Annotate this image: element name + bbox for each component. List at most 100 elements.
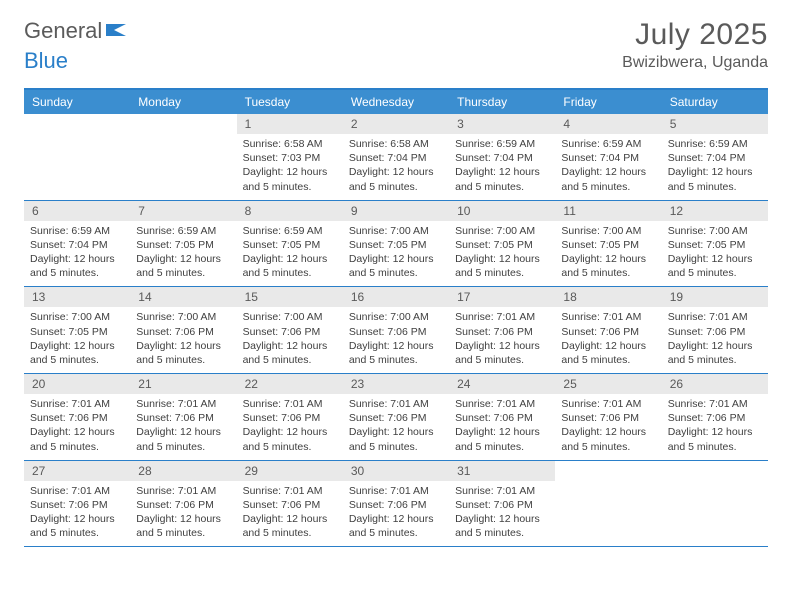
day-body	[130, 134, 236, 137]
day-line: Sunrise: 7:01 AM	[243, 484, 337, 498]
day-line: and 5 minutes.	[668, 266, 762, 280]
week-row: 20Sunrise: 7:01 AMSunset: 7:06 PMDayligh…	[24, 374, 768, 461]
day-line: Daylight: 12 hours	[349, 165, 443, 179]
day-cell: 13Sunrise: 7:00 AMSunset: 7:05 PMDayligh…	[24, 287, 130, 373]
day-cell: 7Sunrise: 6:59 AMSunset: 7:05 PMDaylight…	[130, 201, 236, 287]
day-line: Sunset: 7:05 PM	[30, 325, 124, 339]
day-number: 26	[662, 374, 768, 394]
day-number: 22	[237, 374, 343, 394]
day-number: 12	[662, 201, 768, 221]
day-body: Sunrise: 7:01 AMSunset: 7:06 PMDaylight:…	[130, 481, 236, 541]
day-line: Daylight: 12 hours	[561, 252, 655, 266]
day-line: Sunset: 7:06 PM	[455, 411, 549, 425]
day-line: Sunset: 7:05 PM	[243, 238, 337, 252]
day-cell: 15Sunrise: 7:00 AMSunset: 7:06 PMDayligh…	[237, 287, 343, 373]
day-cell: 11Sunrise: 7:00 AMSunset: 7:05 PMDayligh…	[555, 201, 661, 287]
day-line: Sunrise: 7:01 AM	[136, 484, 230, 498]
day-cell: 16Sunrise: 7:00 AMSunset: 7:06 PMDayligh…	[343, 287, 449, 373]
day-line: Sunset: 7:06 PM	[136, 498, 230, 512]
day-cell: 6Sunrise: 6:59 AMSunset: 7:04 PMDaylight…	[24, 201, 130, 287]
day-line: and 5 minutes.	[243, 353, 337, 367]
day-line: and 5 minutes.	[349, 180, 443, 194]
day-line: Sunrise: 7:01 AM	[455, 484, 549, 498]
day-body	[662, 481, 768, 484]
day-line: Daylight: 12 hours	[455, 512, 549, 526]
day-number: 11	[555, 201, 661, 221]
day-cell: 2Sunrise: 6:58 AMSunset: 7:04 PMDaylight…	[343, 114, 449, 200]
day-body	[24, 134, 130, 137]
day-number: 14	[130, 287, 236, 307]
day-line: Daylight: 12 hours	[455, 165, 549, 179]
day-line: Sunrise: 6:59 AM	[30, 224, 124, 238]
day-line: Sunrise: 7:00 AM	[136, 310, 230, 324]
day-line: Sunset: 7:04 PM	[561, 151, 655, 165]
day-line: Daylight: 12 hours	[30, 512, 124, 526]
day-line: and 5 minutes.	[561, 180, 655, 194]
day-line: and 5 minutes.	[136, 440, 230, 454]
day-body: Sunrise: 7:00 AMSunset: 7:06 PMDaylight:…	[237, 307, 343, 367]
day-body: Sunrise: 7:01 AMSunset: 7:06 PMDaylight:…	[449, 394, 555, 454]
day-line: Daylight: 12 hours	[455, 339, 549, 353]
day-cell: 27Sunrise: 7:01 AMSunset: 7:06 PMDayligh…	[24, 461, 130, 547]
day-line: and 5 minutes.	[455, 353, 549, 367]
dow-monday: Monday	[130, 90, 236, 114]
day-cell: .	[24, 114, 130, 200]
day-number: 25	[555, 374, 661, 394]
day-line: Sunset: 7:06 PM	[668, 325, 762, 339]
day-body: Sunrise: 6:58 AMSunset: 7:03 PMDaylight:…	[237, 134, 343, 194]
day-body: Sunrise: 7:01 AMSunset: 7:06 PMDaylight:…	[449, 481, 555, 541]
day-body: Sunrise: 7:01 AMSunset: 7:06 PMDaylight:…	[343, 394, 449, 454]
day-line: Daylight: 12 hours	[455, 252, 549, 266]
day-line: Sunset: 7:04 PM	[668, 151, 762, 165]
day-number: 20	[24, 374, 130, 394]
day-number: 1	[237, 114, 343, 134]
day-line: Sunset: 7:06 PM	[243, 498, 337, 512]
day-line: Sunset: 7:06 PM	[455, 498, 549, 512]
day-line: and 5 minutes.	[30, 526, 124, 540]
day-line: Daylight: 12 hours	[668, 165, 762, 179]
day-number: 17	[449, 287, 555, 307]
day-line: Sunrise: 6:59 AM	[136, 224, 230, 238]
week-row: ..1Sunrise: 6:58 AMSunset: 7:03 PMDaylig…	[24, 114, 768, 201]
day-body: Sunrise: 7:01 AMSunset: 7:06 PMDaylight:…	[662, 394, 768, 454]
day-line: Sunrise: 6:58 AM	[349, 137, 443, 151]
day-body: Sunrise: 7:01 AMSunset: 7:06 PMDaylight:…	[237, 394, 343, 454]
logo-word-blue: Blue	[24, 48, 68, 74]
day-line: Sunrise: 7:00 AM	[668, 224, 762, 238]
day-line: Sunrise: 6:59 AM	[243, 224, 337, 238]
day-line: Sunrise: 6:59 AM	[455, 137, 549, 151]
day-number: 19	[662, 287, 768, 307]
day-number: 3	[449, 114, 555, 134]
calendar-page: General July 2025 Bwizibwera, Uganda Blu…	[0, 0, 792, 557]
day-body: Sunrise: 7:01 AMSunset: 7:06 PMDaylight:…	[237, 481, 343, 541]
day-line: Sunset: 7:06 PM	[349, 325, 443, 339]
day-line: Daylight: 12 hours	[243, 512, 337, 526]
day-cell: 30Sunrise: 7:01 AMSunset: 7:06 PMDayligh…	[343, 461, 449, 547]
day-line: Sunset: 7:03 PM	[243, 151, 337, 165]
day-line: Sunrise: 7:01 AM	[349, 484, 443, 498]
day-line: and 5 minutes.	[668, 180, 762, 194]
day-line: Daylight: 12 hours	[561, 425, 655, 439]
day-body: Sunrise: 7:01 AMSunset: 7:06 PMDaylight:…	[343, 481, 449, 541]
day-line: Sunset: 7:06 PM	[136, 325, 230, 339]
day-line: Sunset: 7:06 PM	[349, 498, 443, 512]
day-line: Sunrise: 7:01 AM	[668, 310, 762, 324]
day-number: 23	[343, 374, 449, 394]
day-line: Daylight: 12 hours	[349, 252, 443, 266]
day-line: Sunset: 7:06 PM	[668, 411, 762, 425]
day-body: Sunrise: 6:59 AMSunset: 7:04 PMDaylight:…	[24, 221, 130, 281]
day-cell: .	[662, 461, 768, 547]
day-number: 15	[237, 287, 343, 307]
day-line: Sunset: 7:05 PM	[455, 238, 549, 252]
day-number: 30	[343, 461, 449, 481]
day-body: Sunrise: 7:00 AMSunset: 7:05 PMDaylight:…	[24, 307, 130, 367]
day-line: Daylight: 12 hours	[136, 252, 230, 266]
day-body: Sunrise: 7:00 AMSunset: 7:06 PMDaylight:…	[130, 307, 236, 367]
day-line: Daylight: 12 hours	[30, 339, 124, 353]
day-cell: 24Sunrise: 7:01 AMSunset: 7:06 PMDayligh…	[449, 374, 555, 460]
day-line: and 5 minutes.	[136, 266, 230, 280]
week-row: 27Sunrise: 7:01 AMSunset: 7:06 PMDayligh…	[24, 461, 768, 548]
day-number: 9	[343, 201, 449, 221]
dow-wednesday: Wednesday	[343, 90, 449, 114]
day-line: Sunrise: 7:01 AM	[243, 397, 337, 411]
